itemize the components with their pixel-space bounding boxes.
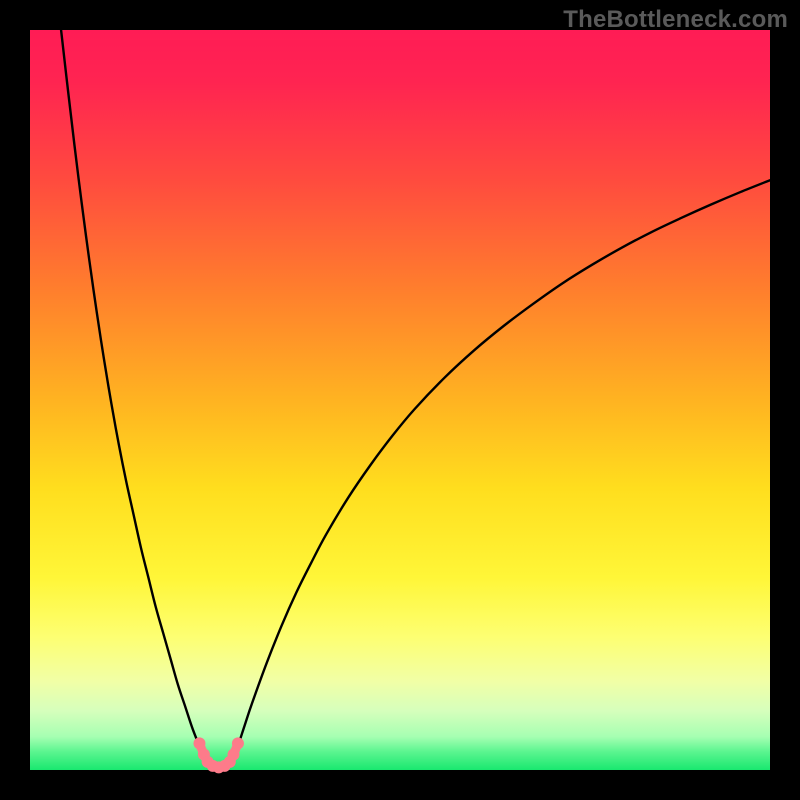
marker-point (232, 737, 244, 749)
bottleneck-chart (0, 0, 800, 800)
gradient-background (30, 30, 770, 770)
marker-point (193, 737, 205, 749)
marker-point (228, 748, 240, 760)
